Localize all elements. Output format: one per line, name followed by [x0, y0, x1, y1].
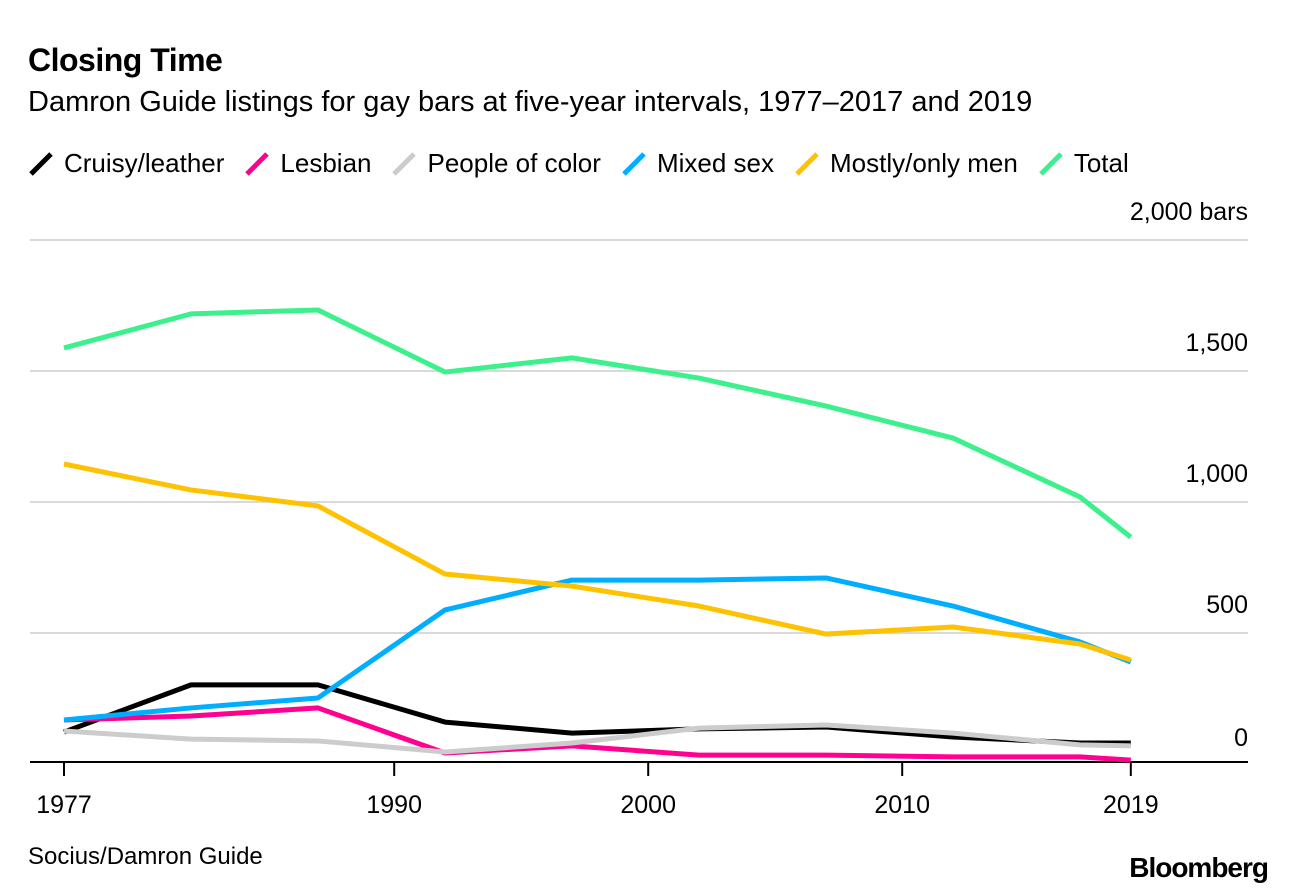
legend-swatch-icon [1039, 151, 1063, 176]
series-line-people-of-color [63, 722, 1131, 755]
series-line-mostly-only-men [63, 461, 1132, 663]
bloomberg-logo: Bloomberg [1129, 852, 1269, 883]
x-tick-label: 2000 [620, 791, 676, 819]
legend-label: People of color [427, 148, 601, 178]
legend-item: Mixed sex [621, 148, 774, 179]
legend-item: People of color [391, 148, 601, 179]
y-tick-label: 1,000 [1185, 460, 1248, 488]
series-line-lesbian [63, 705, 1131, 763]
legend-swatch-icon [622, 151, 646, 176]
x-tick-label: 2019 [1103, 791, 1159, 819]
x-tick-label: 1977 [36, 791, 92, 819]
legend-label: Lesbian [280, 148, 372, 178]
legend-swatch-icon [29, 151, 53, 176]
legend-swatch-icon [392, 151, 417, 176]
series-line-total [63, 307, 1133, 540]
legend-label: Total [1073, 148, 1129, 178]
legend-item: Cruisy/leather [28, 148, 224, 179]
legend-item: Total [1038, 148, 1129, 179]
y-tick-label: 0 [1234, 724, 1248, 752]
x-tick-label: 1990 [366, 791, 422, 819]
source-note: Socius/Damron Guide [28, 843, 263, 870]
legend-swatch-icon [795, 151, 819, 176]
y-tick-label: 500 [1206, 591, 1248, 619]
chart-subtitle: Damron Guide listings for gay bars at fi… [28, 86, 1033, 118]
x-tick-label: 2010 [874, 791, 930, 819]
legend: Cruisy/leather Lesbian People of color Mixe… [28, 148, 1149, 179]
series-line-mixed-sex [63, 575, 1132, 723]
legend-swatch-icon [245, 151, 270, 176]
y-tick-label: 1,500 [1185, 329, 1248, 357]
legend-label: Mixed sex [656, 148, 774, 178]
legend-label: Cruisy/leather [64, 148, 225, 178]
legend-item: Lesbian [244, 148, 371, 179]
legend-label: Mostly/only men [829, 148, 1018, 178]
chart-title: Closing Time [28, 42, 223, 78]
y-tick-label: 2,000 bars [1130, 198, 1248, 226]
legend-item: Mostly/only men [794, 148, 1018, 179]
